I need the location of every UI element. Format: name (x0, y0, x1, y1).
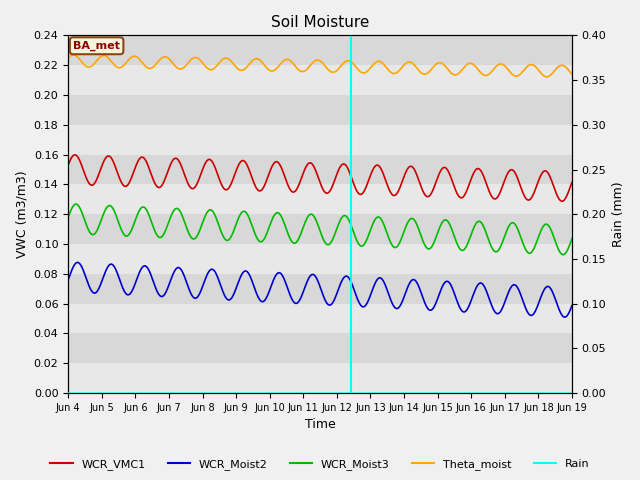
Bar (68, 334, 572, 363)
Bar (68, 125, 572, 155)
Bar (68, 155, 572, 184)
Bar (68, 5, 572, 36)
Bar (68, 274, 572, 304)
Legend: WCR_VMC1, WCR_Moist2, WCR_Moist3, Theta_moist, Rain: WCR_VMC1, WCR_Moist2, WCR_Moist3, Theta_… (46, 455, 594, 474)
Text: BA_met: BA_met (73, 41, 120, 51)
X-axis label: Time: Time (305, 419, 335, 432)
Bar (68, 214, 572, 244)
Bar (68, 36, 572, 65)
Bar (68, 184, 572, 214)
Bar (68, 244, 572, 274)
Y-axis label: Rain (mm): Rain (mm) (612, 181, 625, 247)
Bar (68, 95, 572, 125)
Title: Soil Moisture: Soil Moisture (271, 15, 369, 30)
Bar (68, 363, 572, 393)
Y-axis label: VWC (m3/m3): VWC (m3/m3) (15, 170, 28, 258)
Bar (68, 65, 572, 95)
Bar (68, 304, 572, 334)
